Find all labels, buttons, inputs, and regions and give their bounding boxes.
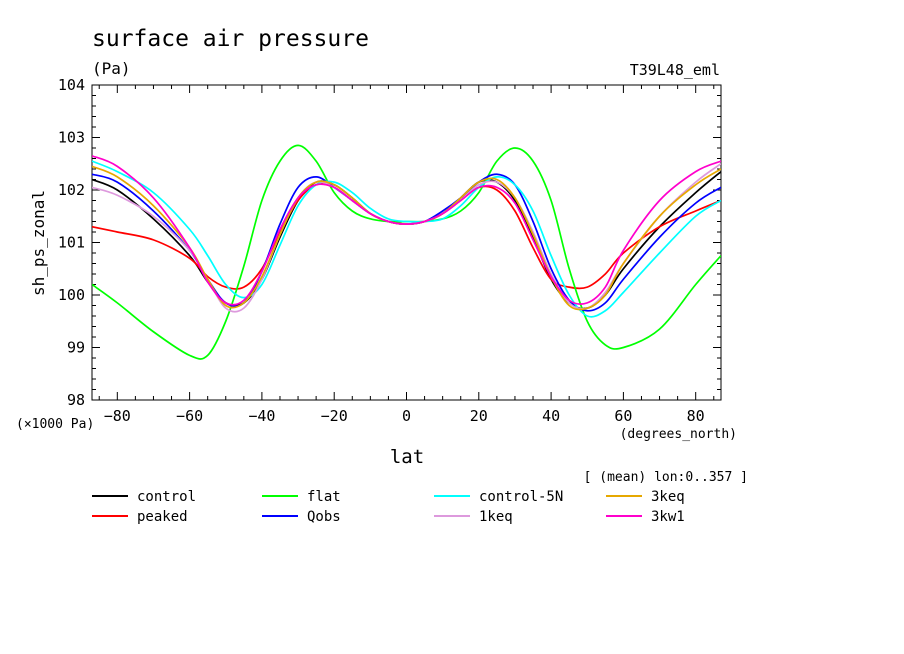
x-tick-label: −60 bbox=[176, 407, 203, 425]
x-tick-label: 40 bbox=[542, 407, 560, 425]
legend-item-peaked: peaked bbox=[92, 509, 188, 525]
legend-label: control bbox=[137, 489, 196, 505]
chart-title: surface air pressure bbox=[92, 26, 369, 52]
legend-item-flat: flat bbox=[262, 489, 341, 505]
x-tick-label: −80 bbox=[104, 407, 131, 425]
x-tick-label: 0 bbox=[402, 407, 411, 425]
y-tick-label: 104 bbox=[58, 76, 85, 94]
legend-label: 1keq bbox=[479, 509, 513, 525]
legend-item-3keq: 3keq bbox=[606, 489, 685, 505]
y-tick-label: 103 bbox=[58, 129, 85, 147]
y-tick-label: 99 bbox=[67, 339, 85, 357]
y-tick-label: 98 bbox=[67, 391, 85, 409]
x-tick-label: −40 bbox=[248, 407, 275, 425]
y-scale-note: (×1000 Pa) bbox=[16, 417, 94, 432]
x-tick-label: 20 bbox=[470, 407, 488, 425]
legend: control flat control-5N 3keq peaked Qobs 1keq 3… bbox=[92, 489, 685, 525]
legend-item-qobs: Qobs bbox=[262, 509, 341, 525]
legend-label: control-5N bbox=[479, 489, 563, 505]
x-axis-label: lat bbox=[390, 446, 424, 468]
legend-item-3kw1: 3kw1 bbox=[606, 509, 685, 525]
x-tick-label: 60 bbox=[614, 407, 632, 425]
x-axis-units: (degrees_north) bbox=[620, 427, 737, 442]
legend-label: flat bbox=[307, 489, 341, 505]
legend-item-control-5n: control-5N bbox=[434, 489, 563, 505]
x-tick-label: −20 bbox=[321, 407, 348, 425]
chart-units: (Pa) bbox=[92, 59, 131, 78]
legend-label: 3kw1 bbox=[651, 509, 685, 525]
x-tick-label: 80 bbox=[687, 407, 705, 425]
y-tick-label: 101 bbox=[58, 234, 85, 252]
series-line-3kw1 bbox=[92, 155, 721, 306]
legend-item-control: control bbox=[92, 489, 196, 505]
run-label: T39L48_eml bbox=[630, 61, 720, 79]
series-line-peaked bbox=[92, 183, 721, 290]
y-axis-label: sh_ps_zonal bbox=[29, 190, 48, 296]
plot-area: −80 −60 −40 −20 0 20 40 60 80 98 99 100 101 102 103 104 bbox=[58, 76, 722, 425]
mean-note: [ (mean) lon:0..357 ] bbox=[584, 470, 748, 485]
y-tick-label: 102 bbox=[58, 181, 85, 199]
legend-label: peaked bbox=[137, 509, 188, 525]
series-line-control-5n bbox=[92, 160, 721, 318]
legend-item-1keq: 1keq bbox=[434, 509, 513, 525]
legend-label: Qobs bbox=[307, 509, 341, 525]
y-tick-label: 100 bbox=[58, 286, 85, 304]
legend-label: 3keq bbox=[651, 489, 685, 505]
